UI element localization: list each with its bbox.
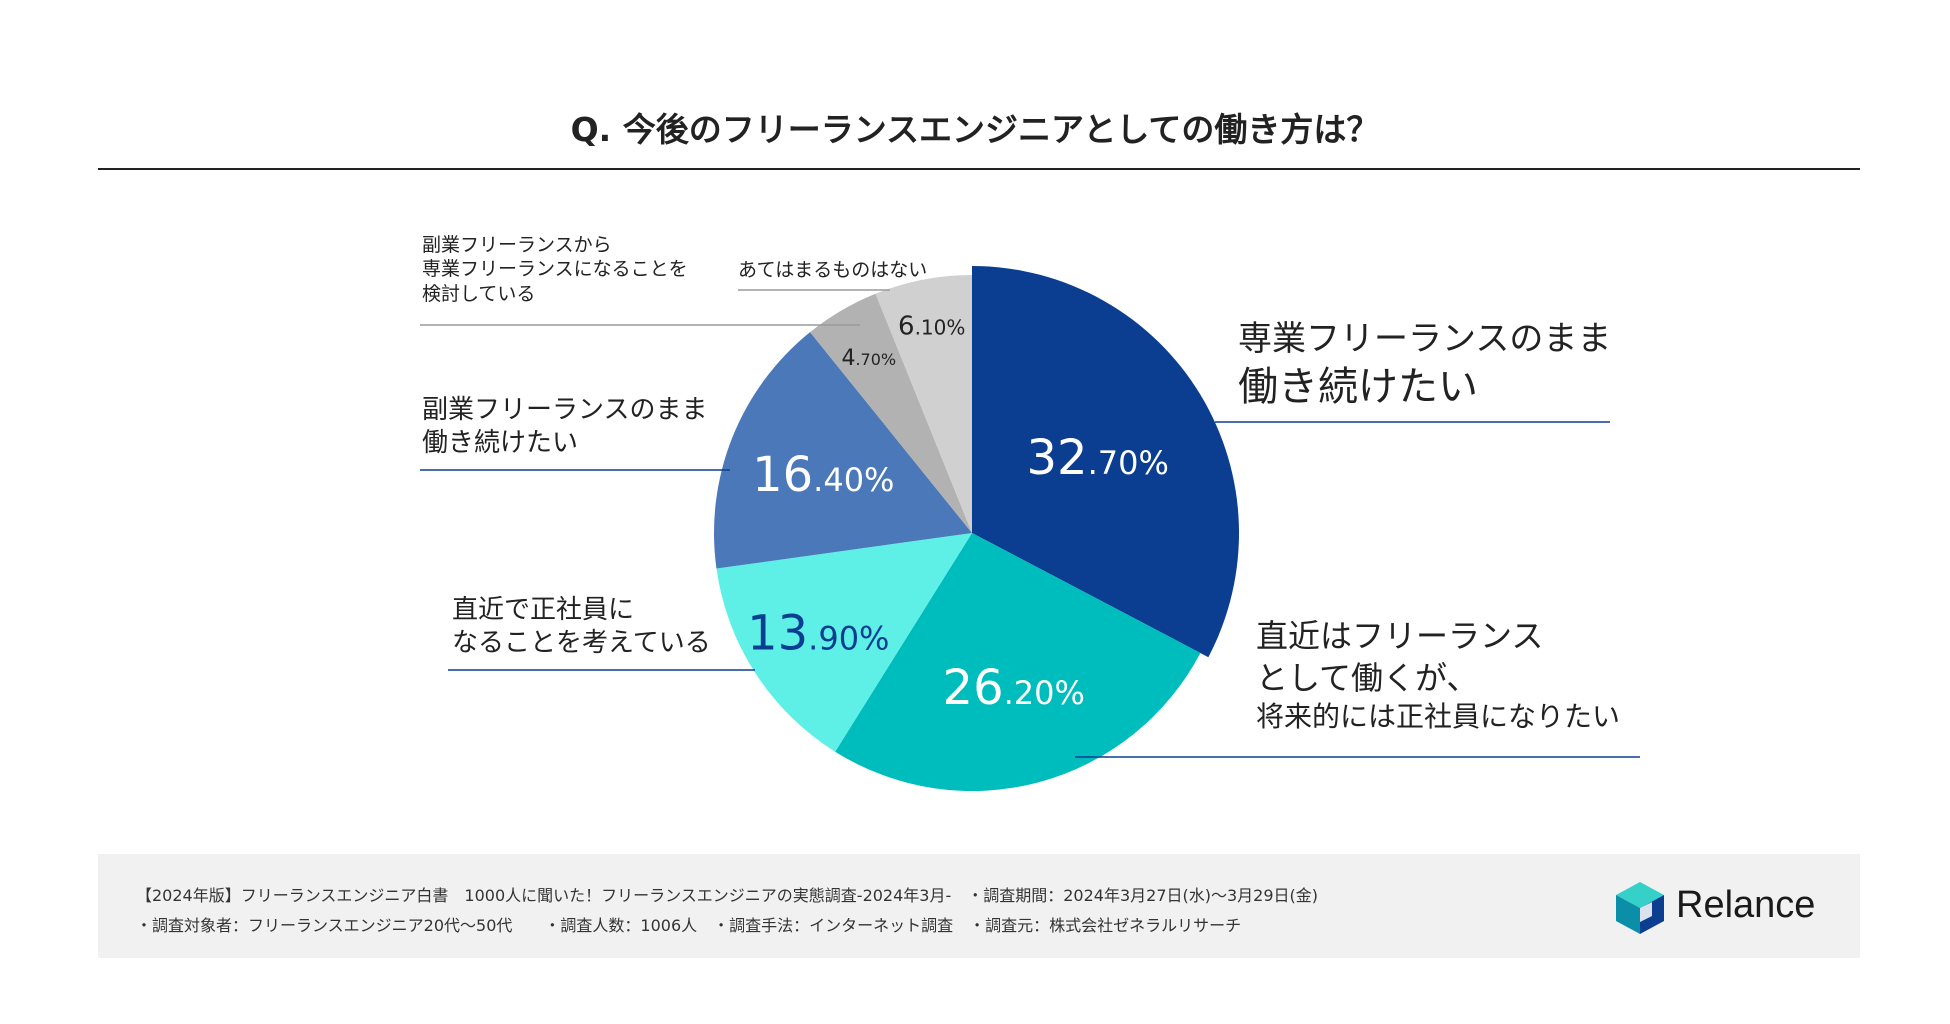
- slice-label-full-time-freelance: 専業フリーランスのまま 働き続けたい: [1238, 319, 1612, 410]
- pie-value-none-apply: 6.10%: [898, 311, 965, 341]
- slice-label-none-apply: あてはまるものはない: [738, 259, 928, 281]
- pie-value-full-time-freelance: 32.70%: [1027, 430, 1169, 486]
- pie-slice-freelance-then-employee: [835, 533, 1201, 791]
- pie-slice-full-time-freelance: [972, 266, 1240, 658]
- pie-value-become-employee: 13.90%: [747, 605, 889, 661]
- pie-slice-none-apply: [875, 275, 972, 533]
- footer-line-2: ・調査対象者：フリーランスエンジニア20代〜50代 ・調査人数：1006人 ・調…: [136, 916, 1242, 935]
- pie-value-freelance-then-employee: 26.20%: [943, 660, 1085, 716]
- pie-slice-become-employee: [716, 533, 972, 752]
- cube-icon: [1616, 882, 1664, 934]
- slice-label-side-freelance: 副業フリーランスのまま 働き続けたい: [422, 395, 708, 459]
- slice-label-considering-full-time: 副業フリーランスから 専業フリーランスになることを 検討している: [422, 234, 688, 305]
- brand-name: Relance: [1676, 884, 1816, 926]
- title-divider: [98, 168, 1860, 170]
- slice-label-become-employee: 直近で正社員に なることを考えている: [452, 595, 711, 659]
- slice-label-freelance-then-employee: 直近はフリーランス として働くが、 将来的には正社員になりたい: [1256, 617, 1621, 734]
- relance-logo: Relance: [1610, 878, 1850, 938]
- footer-line-1: 【2024年版】フリーランスエンジニア白書 1000人に聞いた！フリーランスエン…: [136, 886, 1319, 905]
- pie-value-considering-full-time: 4.70%: [841, 346, 896, 371]
- pie-chart: 32.70% 26.20% 13.90% 16.40% 4.70%6.10%: [420, 266, 1640, 791]
- survey-footer: 【2024年版】フリーランスエンジニア白書 1000人に聞いた！フリーランスエン…: [98, 854, 1860, 958]
- pie-slice-considering-full-time: [810, 293, 972, 533]
- chart-title: Q. 今後のフリーランスエンジニアとしての働き方は？: [570, 110, 1380, 149]
- pie-slice-side-freelance: [714, 332, 972, 569]
- pie-value-side-freelance: 16.40%: [752, 447, 894, 503]
